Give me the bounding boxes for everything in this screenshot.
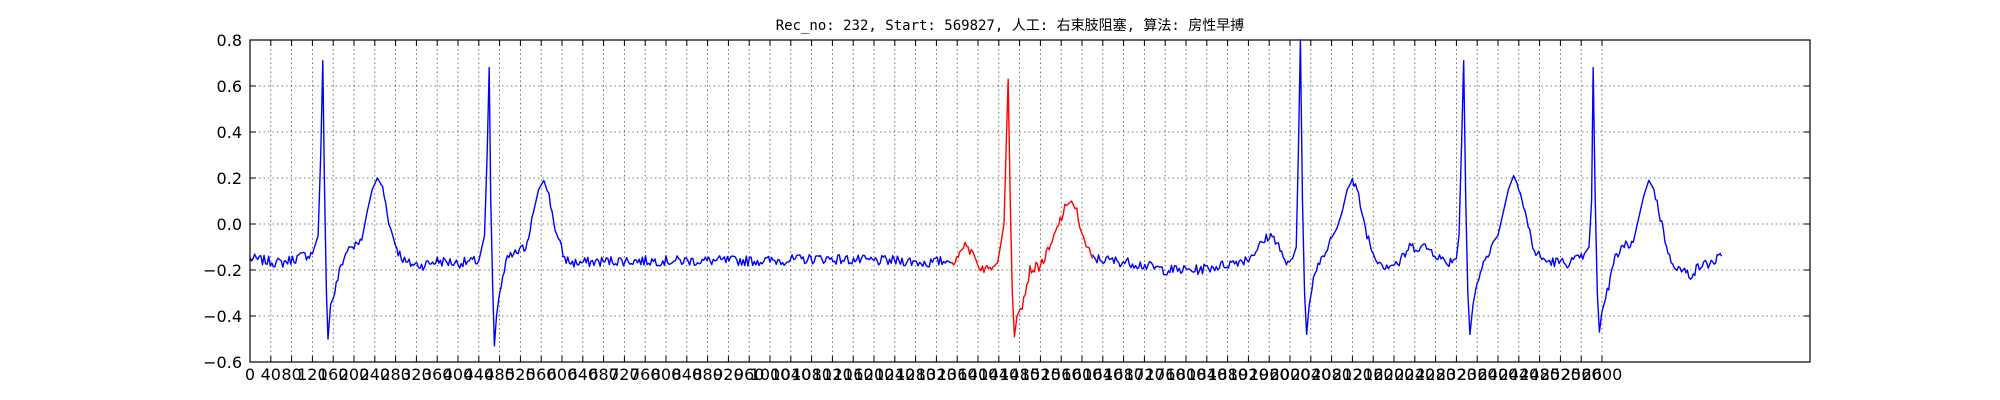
- x-tick-label: 1840: [1186, 365, 1227, 384]
- x-tick-label: 1320: [916, 365, 957, 384]
- grid: [250, 40, 1810, 362]
- x-tick-label: 600: [547, 365, 578, 384]
- x-tick-label: 840: [672, 365, 703, 384]
- x-tick-label: 2480: [1519, 365, 1560, 384]
- x-tick-label: 1880: [1207, 365, 1248, 384]
- y-tick-label: 0.0: [217, 215, 242, 234]
- y-tick-label: −0.2: [203, 261, 242, 280]
- x-tick-label: 2280: [1415, 365, 1456, 384]
- x-tick-label: 280: [380, 365, 411, 384]
- x-tick-label: 1760: [1145, 365, 1186, 384]
- y-tick-label: 0.4: [217, 123, 242, 142]
- ecg-highlight-segment: [951, 78, 1094, 338]
- x-tick-label: 400: [443, 365, 474, 384]
- x-tick-label: 2040: [1290, 365, 1331, 384]
- x-tick-label: 1800: [1166, 365, 1207, 384]
- x-tick-label: 320: [401, 365, 432, 384]
- x-tick-label: 0: [245, 365, 255, 384]
- x-tick-label: 800: [651, 365, 682, 384]
- x-tick-label: 200: [339, 365, 370, 384]
- chart-title: Rec_no: 232, Start: 569827, 人工: 右束肢阻塞, 算…: [776, 17, 1245, 34]
- x-tick-label: 2160: [1353, 365, 1394, 384]
- x-tick-label: 1080: [791, 365, 832, 384]
- x-tick-label: 2320: [1436, 365, 1477, 384]
- x-tick-label: 120: [297, 365, 328, 384]
- x-tick-label: 480: [484, 365, 515, 384]
- x-tick-label: 2560: [1561, 365, 1602, 384]
- plot-frame: [249, 39, 1811, 363]
- x-tick-label: 360: [422, 365, 453, 384]
- x-tick-label: 1120: [812, 365, 853, 384]
- y-tick-label: 0.2: [217, 169, 242, 188]
- ecg-trace-segment: [1091, 39, 1723, 336]
- x-tick-label: 2000: [1270, 365, 1311, 384]
- x-tick-label: 40: [261, 365, 281, 384]
- x-tick-label: 2080: [1311, 365, 1352, 384]
- x-tick-label: 240: [360, 365, 391, 384]
- x-tick-label: 1560: [1041, 365, 1082, 384]
- x-tick-label: 2200: [1374, 365, 1415, 384]
- ecg-series: [249, 39, 1723, 347]
- y-tick-label: 0.6: [217, 77, 242, 96]
- y-tick-label: −0.4: [203, 307, 242, 326]
- x-tick-label: 880: [692, 365, 723, 384]
- x-tick-label: 680: [588, 365, 619, 384]
- x-tick-label: 1360: [937, 365, 978, 384]
- x-tick-label: 160: [318, 365, 349, 384]
- x-tick-label: 2400: [1478, 365, 1519, 384]
- y-tick-label: 0.8: [217, 31, 242, 50]
- x-axis-ticks: 0 40 8012016020024028032036040044048052056…: [245, 40, 1622, 384]
- x-tick-label: 2360: [1457, 365, 1498, 384]
- x-tick-label: 1040: [770, 365, 811, 384]
- x-tick-label: 1640: [1082, 365, 1123, 384]
- x-tick-label: 1160: [833, 365, 874, 384]
- x-tick-label: 1720: [1124, 365, 1165, 384]
- x-tick-label: 720: [609, 365, 640, 384]
- x-tick-label: 1680: [1103, 365, 1144, 384]
- x-tick-label: 560: [526, 365, 557, 384]
- x-tick-label: 2520: [1540, 365, 1581, 384]
- x-tick-label: 960: [734, 365, 765, 384]
- x-tick-label: 1000: [750, 365, 791, 384]
- x-tick-label: 1400: [958, 365, 999, 384]
- x-tick-label: 440: [464, 365, 495, 384]
- y-axis-ticks: −0.6 −0.4 −0.2 0.0 0.2 0.4 0.6 0.8: [203, 31, 1810, 372]
- x-tick-label: 1960: [1249, 365, 1290, 384]
- x-tick-label: 80: [281, 365, 301, 384]
- x-tick-label: 2440: [1498, 365, 1539, 384]
- x-tick-label: 2120: [1332, 365, 1373, 384]
- x-tick-label: 1600: [1062, 365, 1103, 384]
- x-tick-label: 1520: [1020, 365, 1061, 384]
- x-tick-label: 640: [568, 365, 599, 384]
- x-tick-label: 520: [505, 365, 536, 384]
- x-tick-label: 1920: [1228, 365, 1269, 384]
- x-tick-label: 920: [713, 365, 744, 384]
- ecg-trace-segment: [249, 60, 953, 347]
- y-tick-label: −0.6: [203, 353, 242, 372]
- x-tick-label: 2600: [1582, 365, 1623, 384]
- x-tick-label: 2240: [1394, 365, 1435, 384]
- x-tick-label: 1480: [999, 365, 1040, 384]
- x-tick-label: 1440: [978, 365, 1019, 384]
- x-tick-label: 760: [630, 365, 661, 384]
- x-tick-label: 1280: [895, 365, 936, 384]
- x-tick-label: 1200: [854, 365, 895, 384]
- x-tick-label: 1240: [874, 365, 915, 384]
